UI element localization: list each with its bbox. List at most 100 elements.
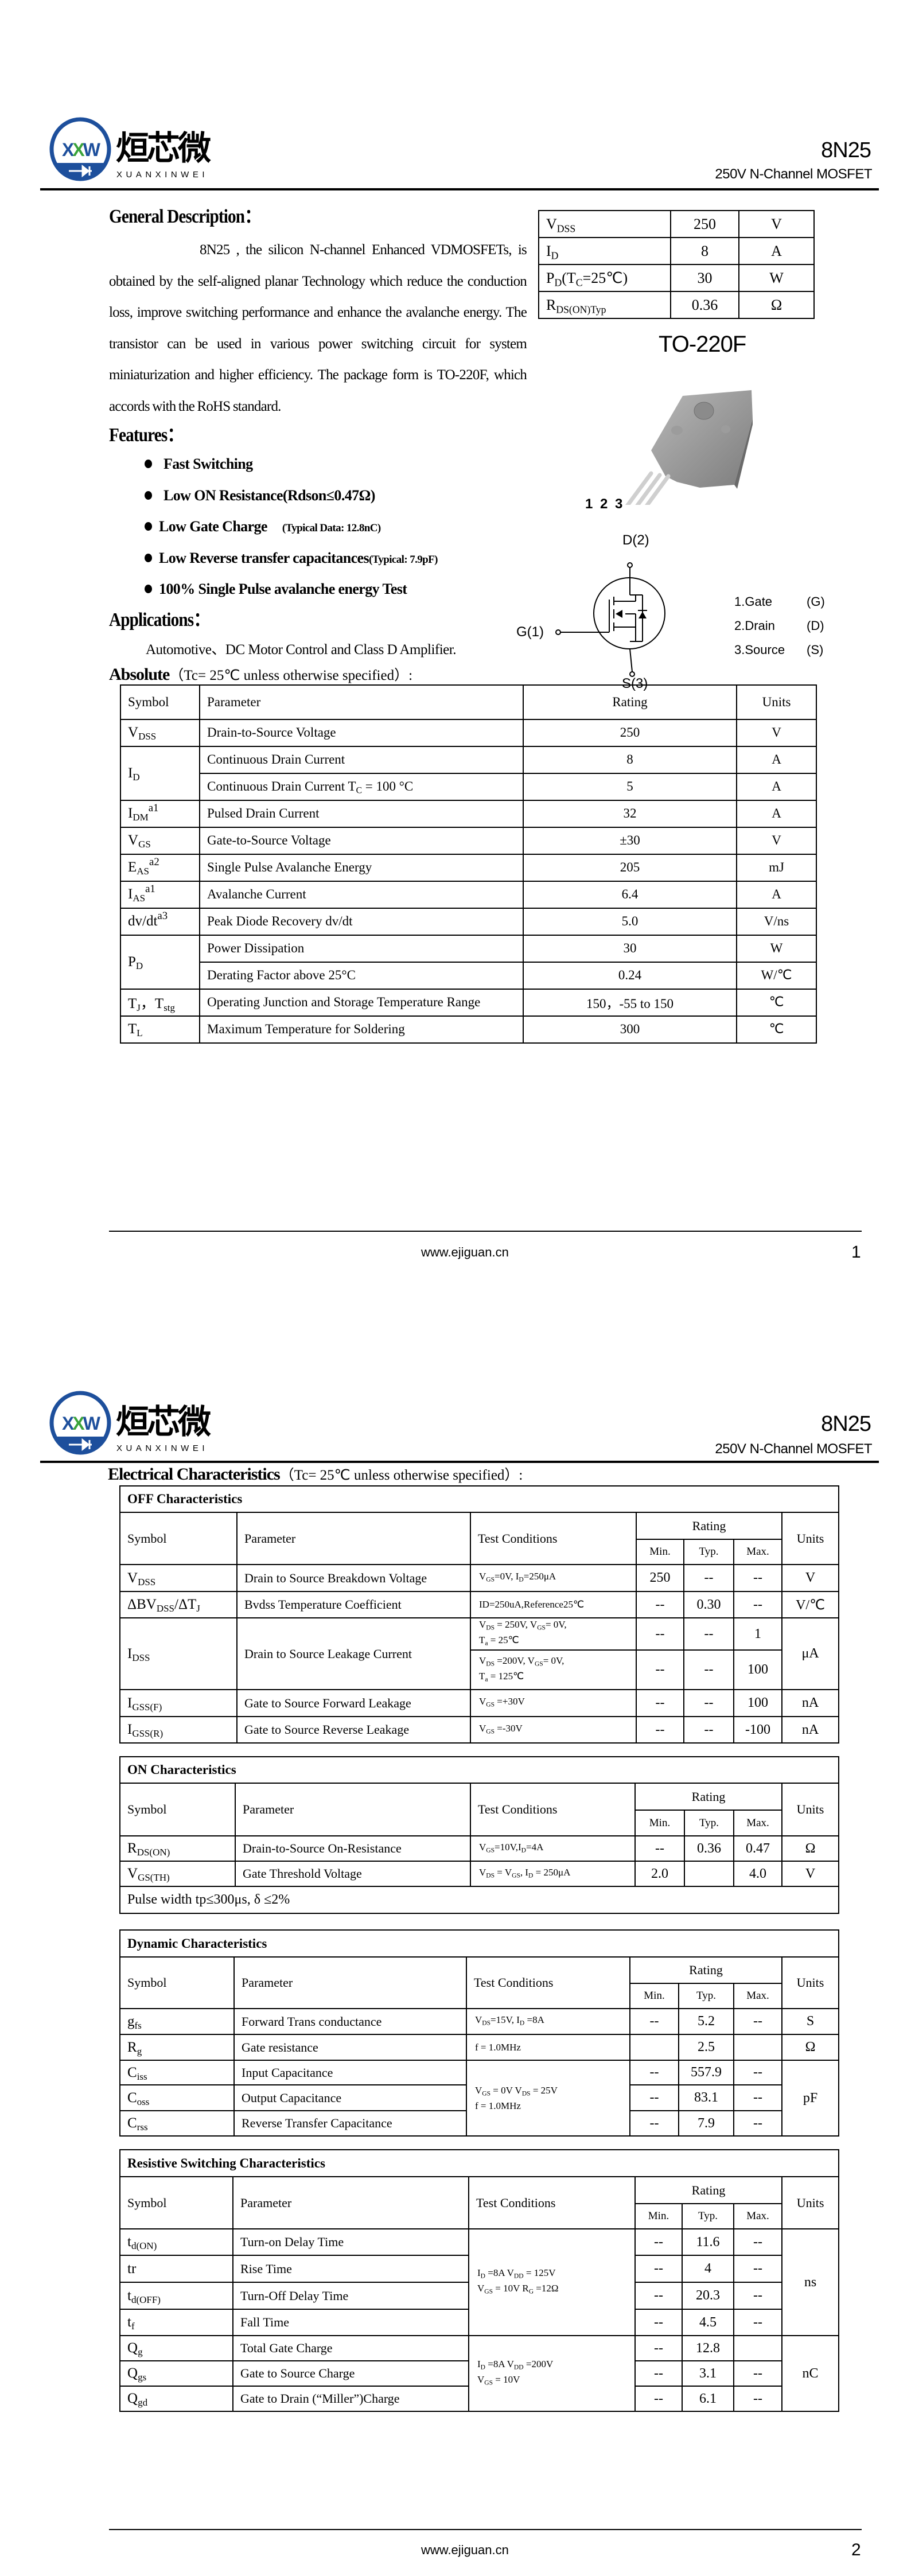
parameter-cell: Continuous Drain Current [199, 745, 524, 774]
typ-cell: -- [683, 1689, 734, 1717]
typ-header: Typ. [684, 1810, 734, 1836]
footer-website-link[interactable]: www.ejiguan.cn [421, 1245, 509, 1259]
typ-cell: 0.30 [683, 1591, 734, 1618]
min-cell: -- [629, 2060, 679, 2085]
max-cell: -- [733, 2255, 782, 2283]
max-cell [733, 2034, 782, 2061]
symbol-cell: R_{DS(ON)} [119, 1835, 236, 1862]
typ-cell: 83.1 [678, 2084, 734, 2111]
min-header: Min. [634, 1810, 685, 1836]
electrical-characteristics-heading: Electrical Characteristics（Tc= 25℃ unles… [108, 1465, 523, 1485]
symbol-header: Symbol [119, 1512, 238, 1565]
test-condition-cell: V_{GS}=0V, I_{D}=250μA [470, 1564, 637, 1592]
table-row: T_{J}，T_{stg}Operating Junction and Stor… [120, 988, 817, 1017]
parameter-cell: Reverse Transfer Capacitance [233, 2110, 467, 2137]
feature-item: Fast Switching [145, 449, 820, 480]
off-characteristics-table: OFF Characteristics Symbol Parameter Test C… [119, 1485, 840, 1744]
footer-divider [109, 1231, 862, 1232]
header-row: Symbol Parameter Test Conditions Rating Unit… [119, 1512, 840, 1565]
typ-cell: 12.8 [682, 2335, 734, 2361]
parameter-cell: Output Capacitance [233, 2084, 467, 2111]
table-title: Resistive Switching Characteristics [119, 2149, 840, 2177]
typ-cell: -- [683, 1649, 734, 1690]
header-row: Symbol Parameter Rating Units [120, 684, 817, 720]
rating-cell: 205 [523, 853, 737, 882]
test-condition-cell: ID=250uA,Reference25℃ [470, 1591, 637, 1618]
footer-divider [109, 2529, 862, 2530]
parameter-cell: Turn-on Delay Time [232, 2228, 469, 2256]
package-pin-numbers: 1 2 3 [585, 496, 623, 512]
feature-text: Low ON Resistance(Rdson≤0.47Ω) [163, 487, 375, 504]
table-row: I_{GSS(R)}Gate to Source Reverse Leakage… [119, 1716, 840, 1744]
symbol-cell: I_{GSS(F)} [119, 1689, 238, 1717]
bullet-icon [145, 491, 152, 500]
key-spec-table: V_{DSS}250VI_{D}8AP_{D}(T_{C}=25℃)30WR_{… [538, 210, 815, 319]
symbol-cell: R_{g} [119, 2034, 235, 2061]
device-subtitle: 250V N-Channel MOSFET [715, 1441, 872, 1457]
parameter-cell: Maximum Temperature for Soldering [199, 1015, 524, 1044]
units-header: Units [781, 1512, 840, 1565]
symbol-cell: I_{GSS(R)} [119, 1716, 238, 1744]
bullet-icon [145, 522, 152, 531]
parameter-cell: Gate-to-Source Voltage [199, 826, 524, 855]
test-condition-cell: V_{GS} =+30V [470, 1689, 637, 1717]
header-row: Symbol Parameter Test Conditions Rating Unit… [119, 1783, 840, 1836]
bullet-icon [145, 585, 152, 593]
max-header: Max. [733, 2203, 782, 2229]
spec-row: I_{D}8A [538, 237, 815, 265]
parameter-header: Parameter [233, 1956, 467, 2009]
general-description-heading: General Description： [109, 206, 261, 227]
part-number: 8N25 [821, 1412, 871, 1436]
pin-legend-name: 2.Drain [734, 618, 775, 633]
min-cell: -- [634, 2360, 683, 2387]
part-number: 8N25 [821, 138, 871, 162]
min-cell: -- [634, 2335, 683, 2361]
symbol-cell: g_{fs} [119, 2008, 235, 2035]
bullet-icon [145, 553, 152, 562]
min-cell: -- [634, 2386, 683, 2412]
source-label: S(3) [622, 676, 648, 691]
typ-cell: -- [683, 1716, 734, 1744]
max-cell: -- [733, 1564, 782, 1592]
symbol-header: Symbol [119, 2176, 233, 2229]
test-condition-cell: V_{GS}=10V,I_{D}=4A [470, 1835, 636, 1862]
typ-cell: 11.6 [682, 2228, 734, 2256]
mosfet-schematic-symbol [555, 562, 665, 677]
symbol-cell: I_{D} [120, 745, 200, 801]
spec-symbol: R_{DS(ON)Typ} [538, 291, 671, 319]
unit-cell: W/℃ [736, 961, 817, 990]
symbol-cell: V_{GS} [120, 826, 200, 855]
parameter-cell: Forward Trans conductance [233, 2008, 467, 2035]
spec-row: R_{DS(ON)Typ}0.36Ω [538, 291, 815, 319]
header-row: Symbol Parameter Test Conditions Rating Unit… [119, 1956, 839, 2009]
unit-cell: Ω [781, 2034, 839, 2061]
header-divider [40, 188, 879, 190]
rating-header: Rating [634, 2176, 782, 2204]
symbol-cell: T_{L} [120, 1015, 200, 1044]
feature-item: Low Gate Charge (Typical Data: 12.8nC) [145, 511, 820, 543]
symbol-cell: E_{AS}^{a2} [120, 853, 200, 882]
table-row: I_{DSS}Drain to Source Leakage CurrentV_… [119, 1617, 840, 1690]
page-number: 2 [851, 2540, 861, 2559]
table-row: ΔBV_{DSS}/ΔT_{J}Bvdss Temperature Coeffi… [119, 1591, 840, 1618]
unit-cell: A [736, 745, 817, 774]
max-header: Max. [733, 1983, 782, 2009]
features-heading: Features： [109, 425, 184, 446]
symbol-cell: V_{DSS} [120, 718, 200, 747]
unit-cell: W [736, 934, 817, 963]
footer-website-link[interactable]: www.ejiguan.cn [421, 2543, 509, 2557]
parameter-cell: Drain to Source Leakage Current [236, 1617, 471, 1690]
max-header: Max. [733, 1539, 782, 1565]
symbol-cell: C_{rss} [119, 2110, 235, 2137]
table-row: V_{DSS}Drain to Source Breakdown Voltage… [119, 1564, 840, 1592]
table-title: ON Characteristics [119, 1756, 840, 1784]
typ-cell: 5.2 [678, 2008, 734, 2035]
min-cell: -- [636, 1649, 684, 1690]
rating-cell: 250 [523, 718, 737, 747]
